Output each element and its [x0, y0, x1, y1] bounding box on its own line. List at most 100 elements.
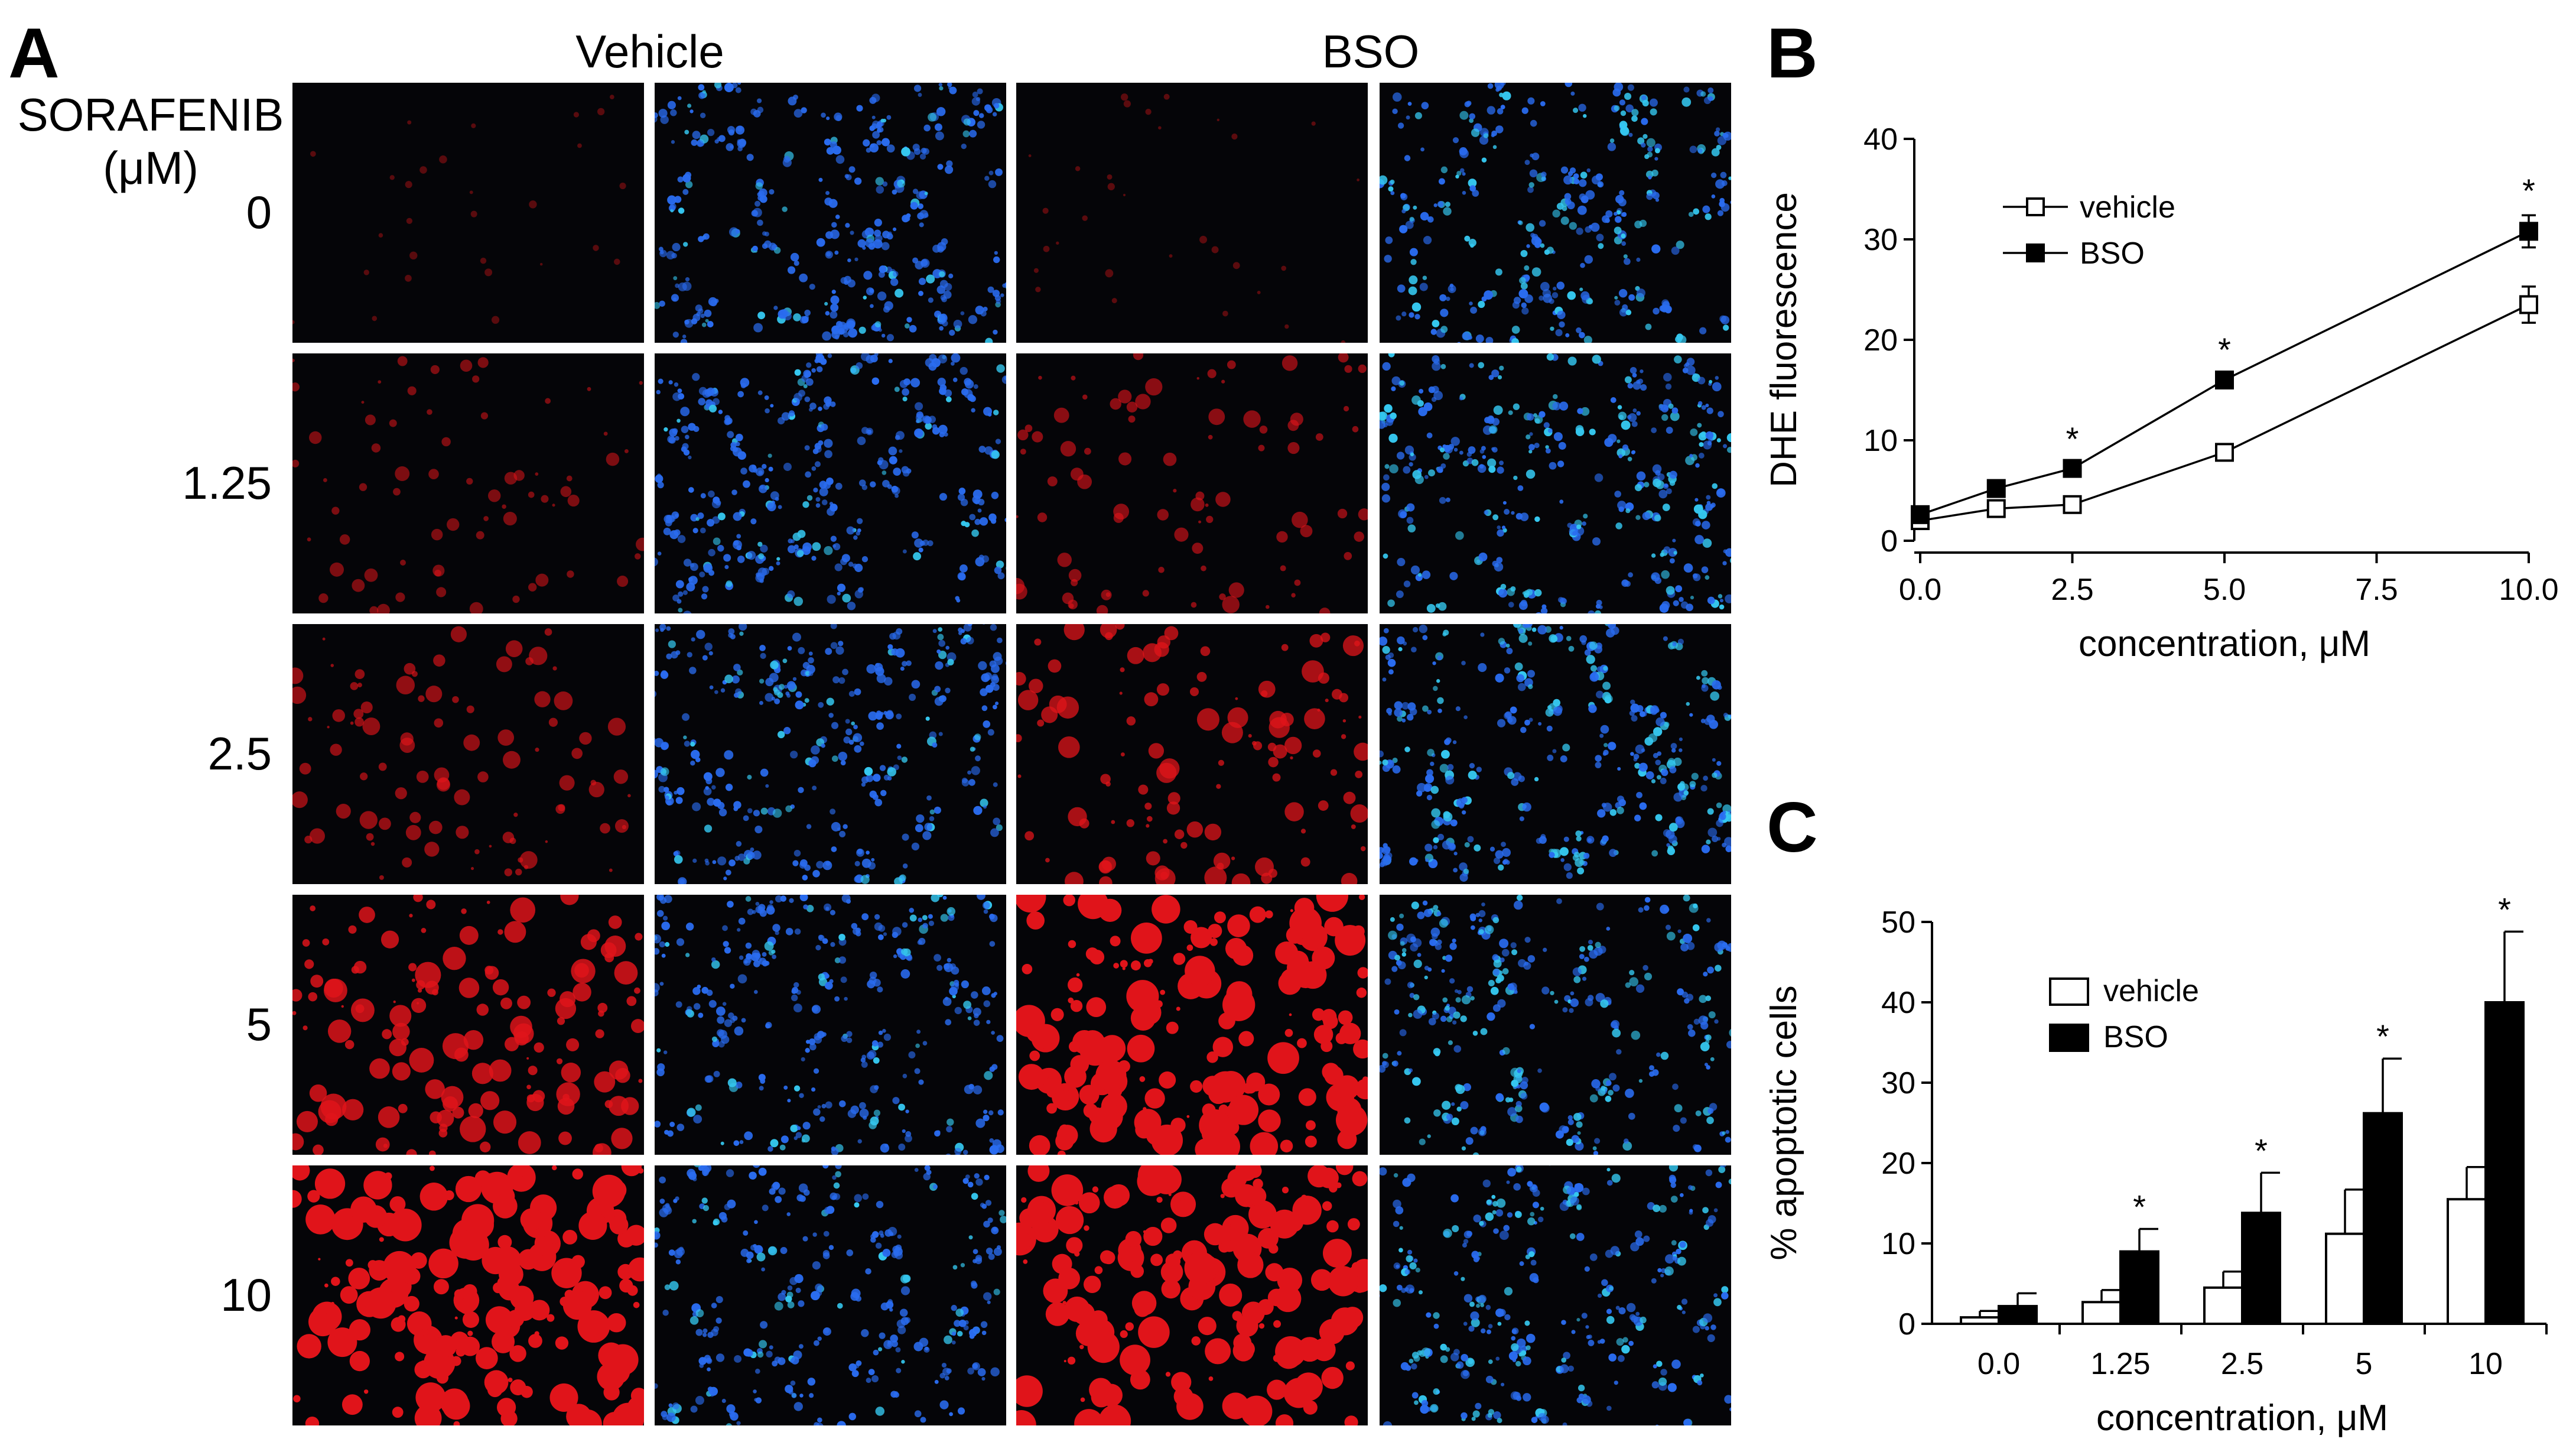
dhe-cell-spot — [480, 412, 488, 420]
nucleus-spot — [1471, 1417, 1476, 1421]
dhe-cell-spot — [380, 930, 399, 949]
nucleus-spot — [808, 657, 814, 664]
nucleus-spot — [1651, 553, 1656, 558]
nucleus-spot — [1636, 411, 1641, 416]
nucleus-spot — [1511, 511, 1515, 515]
dhe-cell-spot — [1058, 736, 1080, 758]
nucleus-spot — [1552, 292, 1559, 298]
nucleus-spot — [695, 1309, 704, 1317]
nucleus-spot — [1461, 1146, 1466, 1151]
dhe-cell-spot — [1213, 852, 1231, 870]
nucleus-spot — [812, 542, 821, 551]
nucleus-spot — [1653, 307, 1660, 315]
nucleus-spot — [1582, 1187, 1590, 1196]
nucleus-spot — [1700, 1373, 1704, 1378]
dhe-cell-spot — [436, 1372, 449, 1384]
nucleus-spot — [1455, 1084, 1465, 1095]
nucleus-spot — [733, 540, 739, 546]
dhe-cell-spot — [391, 1317, 406, 1332]
nucleus-spot — [691, 637, 695, 642]
nucleus-spot — [705, 1357, 712, 1363]
nucleus-spot — [822, 1327, 831, 1336]
nucleus-spot — [1570, 1196, 1579, 1206]
nucleus-spot — [1714, 1019, 1719, 1024]
dhe-cell-spot — [1208, 434, 1213, 440]
nucleus-spot — [1419, 1138, 1426, 1145]
nucleus-spot — [974, 1173, 980, 1179]
dhe-cell-spot — [594, 1144, 603, 1152]
dhe-cell-spot — [429, 1165, 435, 1171]
nucleus-spot — [854, 1194, 862, 1203]
data-point-vehicle — [2215, 443, 2234, 462]
nucleus-spot — [1497, 375, 1502, 380]
nucleus-spot — [1607, 142, 1616, 151]
nucleus-spot — [724, 83, 734, 93]
nucleus-spot — [1382, 677, 1387, 682]
nucleus-spot — [830, 303, 839, 312]
nucleus-spot — [692, 1219, 697, 1224]
dhe-cell-spot — [447, 518, 460, 531]
nucleus-spot — [915, 402, 923, 411]
nucleus-spot — [1689, 781, 1696, 788]
nucleus-spot — [1604, 743, 1608, 748]
nucleus-spot — [985, 337, 993, 343]
nucleus-spot — [690, 563, 698, 571]
nucleus-spot — [774, 1356, 781, 1363]
nucleus-spot — [815, 503, 821, 508]
nucleus-spot — [766, 906, 775, 915]
nucleus-spot — [1580, 171, 1588, 179]
dhe-cell-spot — [432, 989, 438, 996]
nucleus-spot — [812, 1232, 817, 1237]
dhe-cell-spot — [1111, 298, 1117, 304]
nucleus-spot — [727, 431, 734, 439]
nucleus-spot — [883, 774, 890, 781]
dhe-cell-spot — [1219, 1283, 1243, 1307]
nucleus-spot — [843, 332, 849, 337]
nucleus-spot — [1521, 307, 1529, 315]
nucleus-spot — [1446, 1113, 1453, 1121]
nucleus-spot — [1724, 837, 1731, 846]
nucleus-spot — [1558, 441, 1566, 450]
nucleus-spot — [881, 333, 886, 338]
nucleus-spot — [1726, 433, 1731, 443]
nucleus-spot — [693, 1003, 701, 1010]
nucleus-spot — [655, 989, 659, 996]
nucleus-spot — [1599, 839, 1606, 846]
nucleus-spot — [830, 295, 840, 305]
nucleus-spot — [1479, 1220, 1484, 1226]
dhe-cell-spot — [1076, 973, 1080, 977]
nucleus-spot — [1429, 940, 1436, 946]
nucleus-spot — [715, 1353, 725, 1362]
dhe-cell-spot — [1057, 553, 1072, 567]
nucleus-spot — [1617, 405, 1622, 410]
nucleus-spot — [835, 1165, 842, 1170]
dhe-cell-spot — [1180, 842, 1188, 849]
nucleus-spot — [715, 1006, 726, 1016]
nucleus-spot — [1591, 1079, 1601, 1089]
nucleus-spot — [1432, 661, 1436, 665]
dhe-cell-spot — [1248, 1200, 1277, 1229]
nucleus-spot — [1541, 986, 1550, 995]
nucleus-spot — [1401, 209, 1406, 213]
nucleus-spot — [1462, 172, 1466, 176]
nucleus-spot — [934, 686, 941, 693]
dhe-cell-spot — [1058, 1267, 1080, 1290]
nucleus-spot — [778, 1292, 786, 1301]
nucleus-spot — [1495, 1356, 1500, 1361]
nucleus-spot — [1483, 133, 1489, 138]
dhe-cell-spot — [529, 200, 537, 209]
nucleus-spot — [1440, 1343, 1448, 1351]
nucleus-spot — [1631, 109, 1639, 116]
nucleus-spot — [695, 1396, 704, 1405]
dhe-cell-spot — [431, 528, 443, 541]
nucleus-spot — [1392, 92, 1402, 102]
nucleus-spot — [851, 1370, 859, 1378]
dhe-cell-spot — [503, 751, 521, 769]
nucleus-spot — [859, 1108, 869, 1118]
nucleus-spot — [854, 1202, 860, 1208]
nucleus-spot — [677, 388, 682, 394]
nucleus-spot — [808, 407, 813, 412]
nucleus-spot — [961, 143, 967, 150]
nucleus-spot — [668, 640, 676, 648]
nucleus-spot — [922, 415, 931, 424]
